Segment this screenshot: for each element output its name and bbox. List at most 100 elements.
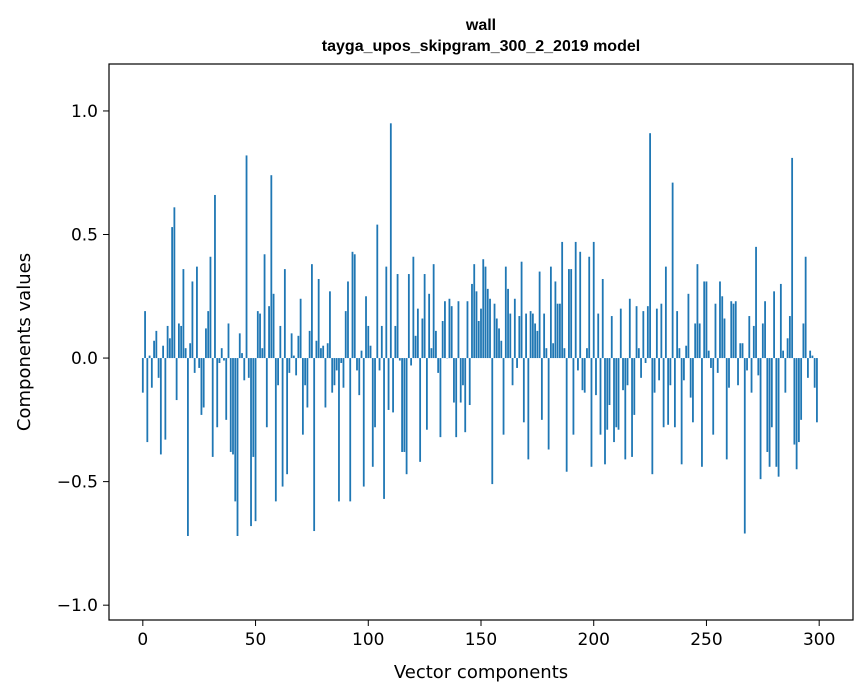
bar xyxy=(329,291,331,359)
bar xyxy=(678,348,681,359)
bar xyxy=(295,358,298,376)
y-tick-label: 0.5 xyxy=(71,226,98,246)
bar xyxy=(759,358,762,480)
bar xyxy=(193,358,196,373)
bar xyxy=(277,358,279,386)
bar xyxy=(437,358,440,373)
bar xyxy=(234,358,237,502)
bar xyxy=(173,207,176,359)
bar xyxy=(146,358,149,443)
bar xyxy=(292,355,295,359)
bar xyxy=(680,358,683,465)
chart-title: wall xyxy=(465,17,496,34)
bar xyxy=(773,291,775,359)
bar xyxy=(148,355,151,359)
bar xyxy=(288,358,291,373)
bar xyxy=(809,350,812,359)
bar xyxy=(297,335,300,359)
bar xyxy=(331,358,334,393)
bar xyxy=(439,358,442,438)
bar xyxy=(538,271,541,359)
bar xyxy=(507,288,509,359)
bar xyxy=(313,358,316,532)
bar xyxy=(669,358,672,386)
bar xyxy=(710,358,712,368)
bar xyxy=(389,123,392,359)
bar xyxy=(261,348,264,359)
bar xyxy=(351,251,354,359)
bar xyxy=(784,358,787,393)
bar xyxy=(486,288,489,359)
bar xyxy=(187,358,189,536)
bar xyxy=(595,358,597,396)
bar xyxy=(559,303,561,359)
bar xyxy=(290,333,293,359)
bar xyxy=(376,224,379,359)
bar xyxy=(308,330,311,359)
bar xyxy=(529,311,532,359)
bar xyxy=(283,269,286,359)
bar xyxy=(502,358,505,435)
bar xyxy=(455,358,458,438)
bar xyxy=(380,325,383,359)
bar xyxy=(216,358,219,428)
bar xyxy=(155,330,158,359)
bar xyxy=(563,348,566,359)
bar xyxy=(220,348,223,359)
bar xyxy=(565,358,568,472)
bar xyxy=(513,298,516,359)
bar xyxy=(770,358,773,428)
bar xyxy=(732,303,735,359)
bar xyxy=(398,358,401,361)
bar xyxy=(214,194,216,359)
bar xyxy=(225,358,228,420)
bar xyxy=(495,318,498,359)
bar xyxy=(816,358,818,423)
bar xyxy=(653,358,656,393)
bar xyxy=(662,358,665,428)
bar xyxy=(175,358,178,401)
plot-frame xyxy=(108,63,854,621)
x-tick-label: 100 xyxy=(352,630,384,650)
bar xyxy=(615,358,618,428)
bar xyxy=(311,264,313,359)
bar xyxy=(340,358,343,363)
bar xyxy=(527,358,530,460)
bar xyxy=(712,358,715,435)
bar xyxy=(737,358,739,386)
x-tick-label: 50 xyxy=(245,630,267,650)
bar xyxy=(450,306,453,359)
bar xyxy=(263,254,266,359)
bar xyxy=(403,358,406,452)
bar xyxy=(619,308,622,359)
chart-subtitle: tayga_upos_skipgram_300_2_2019 model xyxy=(322,38,640,55)
bar xyxy=(421,318,424,359)
bar xyxy=(586,348,588,359)
bar xyxy=(757,358,760,376)
bar xyxy=(797,358,800,443)
bar xyxy=(649,133,651,359)
bar xyxy=(162,345,165,359)
bar xyxy=(752,325,755,359)
bar xyxy=(232,358,234,455)
bar xyxy=(166,325,169,359)
bar xyxy=(554,281,557,359)
bar xyxy=(748,316,751,359)
bar xyxy=(802,323,805,359)
bar xyxy=(552,343,555,359)
bar xyxy=(159,358,162,455)
bar xyxy=(583,358,586,393)
bar xyxy=(730,301,733,359)
y-tick-label: 0.0 xyxy=(71,349,98,369)
bar xyxy=(365,296,367,359)
bar xyxy=(320,348,322,359)
bar xyxy=(579,251,582,359)
bar xyxy=(468,358,471,406)
bar xyxy=(491,358,494,485)
bar xyxy=(482,259,485,359)
bar xyxy=(448,298,451,359)
bar xyxy=(396,274,399,359)
bar xyxy=(664,266,667,359)
bar xyxy=(484,266,487,359)
bar xyxy=(658,358,661,381)
